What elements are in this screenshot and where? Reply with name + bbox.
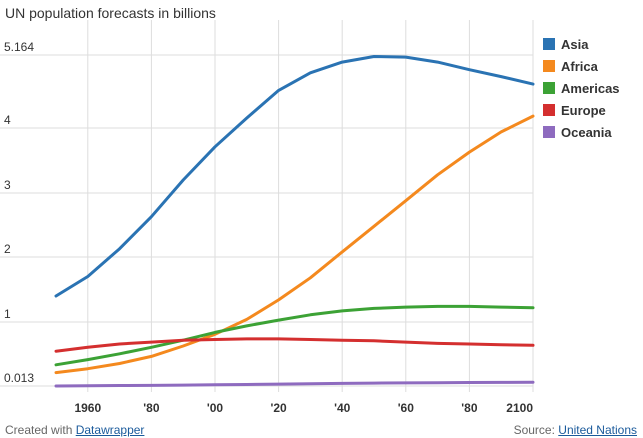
legend-swatch (543, 60, 555, 72)
y-tick-label: 0.013 (4, 371, 34, 385)
legend-swatch (543, 38, 555, 50)
series-line-americas (54, 304, 535, 367)
datawrapper-link[interactable]: Datawrapper (75, 423, 145, 437)
chart-title: UN population forecasts in billions (5, 5, 216, 21)
series-lines (54, 55, 535, 388)
legend: Asia Africa Americas Europe Oceania (543, 33, 620, 143)
legend-label: Oceania (561, 124, 612, 140)
legend-item-americas: Americas (543, 77, 620, 99)
y-tick-label: 1 (4, 307, 11, 321)
series-line-africa (54, 114, 535, 375)
legend-label: Asia (561, 36, 589, 52)
x-tick-label: '00 (207, 401, 224, 415)
legend-label: Europe (561, 102, 606, 118)
x-tick-label: '20 (270, 401, 287, 415)
y-tick-label: 5.164 (4, 40, 34, 54)
legend-item-oceania: Oceania (543, 121, 620, 143)
x-tick-label: '80 (461, 401, 478, 415)
legend-swatch (543, 126, 555, 138)
footer-credit-prefix: Created with (5, 423, 73, 437)
footer-source-prefix: Source: (513, 423, 555, 437)
footer-credit: Created with Datawrapper (5, 423, 144, 437)
legend-item-asia: Asia (543, 33, 620, 55)
legend-item-africa: Africa (543, 55, 620, 77)
legend-swatch (543, 82, 555, 94)
y-tick-label: 2 (4, 242, 11, 256)
series-line-europe (54, 337, 535, 353)
y-tick-label: 3 (4, 178, 11, 192)
x-tick-label: '80 (143, 401, 160, 415)
legend-label: Africa (561, 58, 598, 74)
x-tick-label: '60 (398, 401, 415, 415)
x-tick-label: '40 (334, 401, 351, 415)
axis-labels: 0.013 1 2 3 4 5.164 1960 '80 '00 '20 '40 '60 '80 2100 (4, 40, 533, 415)
legend-item-europe: Europe (543, 99, 620, 121)
y-tick-label: 4 (4, 113, 11, 127)
series-line-asia (54, 55, 535, 298)
grid-lines (0, 20, 534, 392)
footer-source: Source: United Nations (514, 423, 637, 437)
x-tick-label: 1960 (74, 401, 101, 415)
x-tick-label: 2100 (506, 401, 533, 415)
legend-swatch (543, 104, 555, 116)
source-link[interactable]: United Nations (558, 423, 637, 437)
series-line-oceania (54, 380, 535, 388)
legend-label: Americas (561, 80, 620, 96)
